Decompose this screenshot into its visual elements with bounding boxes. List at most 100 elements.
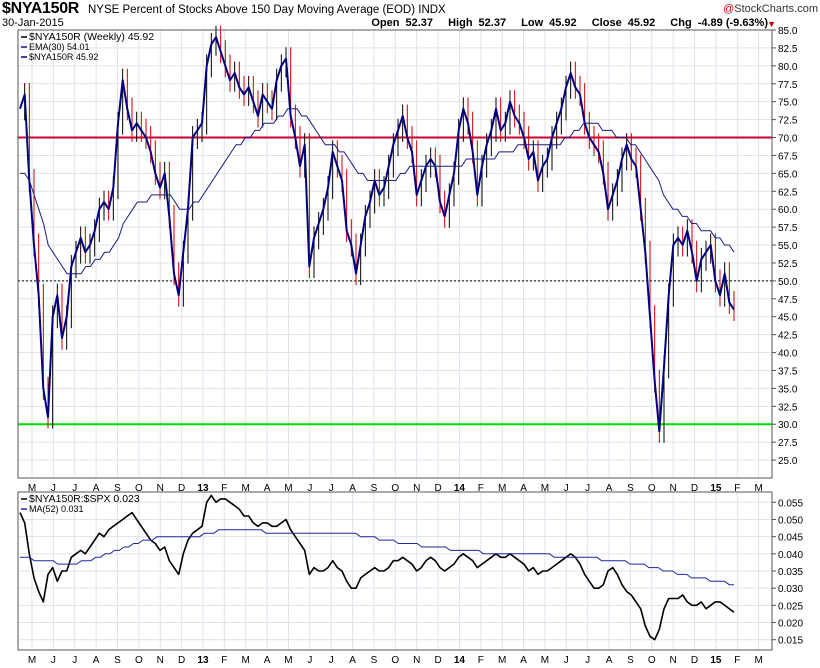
- x-tick-label: O: [648, 483, 656, 494]
- x-tick-label: F: [221, 483, 227, 494]
- y-tick-label: 0.050: [778, 515, 803, 526]
- y-tick-label: 45.0: [778, 313, 798, 324]
- ohlc-bars: [24, 25, 735, 443]
- x-tick-label: 15: [710, 655, 722, 666]
- y-tick-label: 57.5: [778, 223, 798, 234]
- x-tick-label: D: [691, 483, 698, 494]
- y-tick-label: 0.035: [778, 567, 803, 578]
- sub-x-axis: M J J A S O N D 13 F M A M J J A S O N D 14 F M A M J J A S O N D 15 F M: [28, 655, 763, 666]
- main-y-axis: 85.0 82.5 80.0 77.5 75.0 72.5 70.0 67.5 65.0 62.5…: [772, 26, 798, 467]
- y-tick-label: 30.0: [778, 420, 798, 431]
- chart-subtitle: NYSE Percent of Stocks Above 150 Day Mov…: [88, 4, 446, 16]
- y-tick-label: 47.5: [778, 295, 798, 306]
- x-tick-label: J: [329, 483, 334, 494]
- open-label: Open: [371, 17, 400, 29]
- x-tick-label: M: [284, 655, 292, 666]
- y-tick-label: 60.0: [778, 205, 798, 216]
- y-tick-label: 72.5: [778, 116, 798, 127]
- x-tick-label: F: [478, 655, 484, 666]
- legend-label: MA(52) 0.031: [29, 504, 84, 514]
- sub-y-axis: 0.055 0.050 0.045 0.040 0.035 0.030 0.025 0.020…: [772, 498, 803, 647]
- y-tick-label: 0.020: [778, 619, 803, 630]
- x-tick-label: O: [391, 483, 399, 494]
- x-tick-label: O: [648, 655, 656, 666]
- y-tick-label: 67.5: [778, 151, 798, 162]
- x-tick-label: F: [221, 655, 227, 666]
- x-tick-label: A: [93, 483, 100, 494]
- y-tick-label: 80.0: [778, 62, 798, 73]
- high-label: High: [448, 17, 473, 29]
- x-tick-label: N: [157, 483, 164, 494]
- x-tick-label: A: [264, 483, 271, 494]
- x-tick-label: M: [541, 655, 549, 666]
- y-tick-label: 85.0: [778, 26, 798, 37]
- low-value: 45.92: [549, 17, 577, 29]
- brand-name: StockCharts.com: [734, 3, 818, 15]
- x-tick-label: A: [520, 655, 527, 666]
- y-tick-label: 0.040: [778, 550, 803, 561]
- chart-symbol: $NYA150R: [2, 0, 80, 17]
- y-tick-label: 0.045: [778, 533, 803, 544]
- x-tick-label: J: [72, 483, 77, 494]
- y-tick-label: 42.5: [778, 331, 798, 342]
- x-tick-label: D: [178, 655, 185, 666]
- main-panel-frame: [17, 29, 773, 479]
- y-tick-label: 40.0: [778, 349, 798, 360]
- y-tick-label: 27.5: [778, 438, 798, 449]
- x-tick-label: D: [691, 655, 698, 666]
- x-tick-label: 15: [710, 483, 722, 494]
- chart-date: 30-Jan-2015: [2, 17, 64, 29]
- x-tick-label: 14: [454, 655, 466, 666]
- x-tick-label: M: [498, 655, 506, 666]
- x-tick-label: A: [606, 483, 613, 494]
- x-tick-label: J: [585, 483, 590, 494]
- x-tick-label: O: [135, 655, 143, 666]
- x-tick-label: N: [670, 655, 677, 666]
- brand-label: @StockCharts.com: [723, 3, 818, 15]
- y-tick-label: 50.0: [778, 277, 798, 288]
- y-tick-label: 62.5: [778, 187, 798, 198]
- ohlc-readout: Open 52.37 High 52.37 Low 45.92 Close 45.92 …: [371, 17, 768, 29]
- legend-label: EMA(30) 54.01: [29, 42, 90, 52]
- x-tick-label: A: [606, 655, 613, 666]
- x-tick-label: M: [28, 655, 36, 666]
- y-tick-label: 75.0: [778, 98, 798, 109]
- x-tick-label: J: [307, 655, 312, 666]
- x-tick-label: M: [242, 483, 250, 494]
- x-tick-label: N: [413, 655, 420, 666]
- x-tick-label: N: [670, 483, 677, 494]
- y-tick-label: 0.030: [778, 584, 803, 595]
- chg-value: -4.89 (-9.63%): [697, 17, 768, 29]
- y-tick-label: 82.5: [778, 44, 798, 55]
- close-value: 45.92: [627, 17, 656, 29]
- x-tick-label: F: [734, 483, 740, 494]
- x-tick-label: M: [541, 483, 549, 494]
- main-series: [19, 36, 735, 433]
- ma-line: [20, 529, 734, 586]
- x-tick-label: O: [135, 483, 143, 494]
- low-label: Low: [521, 17, 544, 29]
- x-tick-label: A: [349, 483, 356, 494]
- x-tick-label: O: [391, 655, 399, 666]
- x-tick-label: 13: [197, 483, 209, 494]
- sub-grid: [18, 492, 772, 650]
- x-tick-label: S: [114, 655, 121, 666]
- x-tick-label: M: [242, 655, 250, 666]
- copyright-mark: @: [723, 3, 735, 15]
- x-tick-label: M: [754, 655, 762, 666]
- x-tick-label: D: [434, 655, 441, 666]
- x-tick-label: S: [371, 483, 378, 494]
- x-tick-label: M: [754, 483, 762, 494]
- x-tick-label: F: [734, 655, 740, 666]
- x-tick-label: M: [28, 483, 36, 494]
- y-tick-label: 77.5: [778, 80, 798, 91]
- y-tick-label: 55.0: [778, 241, 798, 252]
- y-tick-label: 0.015: [778, 636, 803, 647]
- x-tick-label: N: [157, 655, 164, 666]
- x-tick-label: D: [434, 483, 441, 494]
- legend-label: $NYA150R 45.92: [29, 52, 98, 62]
- y-tick-label: 32.5: [778, 402, 798, 413]
- y-tick-label: 0.055: [778, 498, 803, 509]
